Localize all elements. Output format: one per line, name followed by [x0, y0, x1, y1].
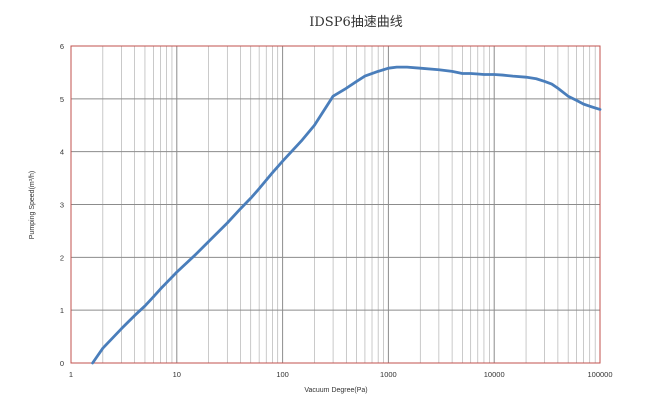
chart-title: IDSP6抽速曲线 [309, 15, 402, 30]
y-tick-label: 3 [60, 201, 64, 210]
y-tick-label: 4 [60, 148, 64, 157]
x-tick-label: 10000 [484, 370, 505, 379]
plot-area-border [70, 45, 601, 364]
grid-lines [71, 46, 600, 363]
series-line [91, 65, 602, 365]
x-axis-label: Vacuum Degree(Pa) [304, 387, 367, 394]
y-tick-label: 6 [60, 42, 64, 51]
x-tick-label: 1 [69, 370, 73, 379]
y-tick-label: 0 [60, 359, 64, 368]
y-tick-label: 1 [60, 306, 64, 315]
x-tick-label: 1000 [380, 370, 397, 379]
x-tick-label: 10 [173, 370, 181, 379]
y-tick-label: 2 [60, 253, 64, 262]
y-tick-label: 5 [60, 95, 64, 104]
x-tick-label: 100 [276, 370, 289, 379]
x-tick-label: 100000 [587, 370, 612, 379]
y-axis-label: Pumping Speed(m³/h) [29, 171, 36, 239]
